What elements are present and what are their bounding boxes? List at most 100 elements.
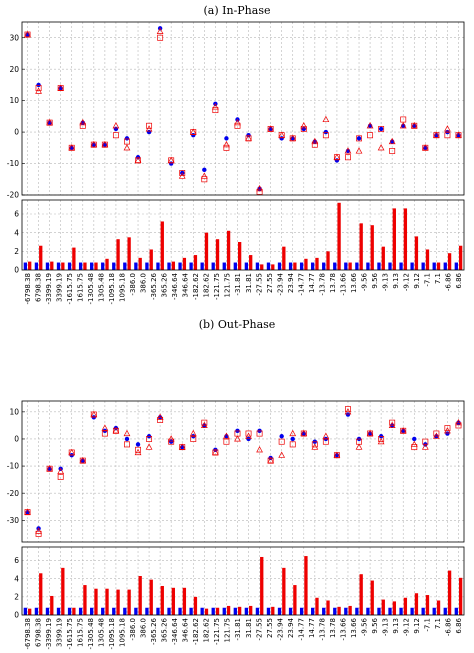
x-tick-label: 121.75 bbox=[224, 618, 232, 643]
bar-red bbox=[215, 607, 220, 615]
bar-red bbox=[193, 255, 198, 270]
scatter-point-triangle bbox=[57, 467, 65, 475]
bar-blue bbox=[377, 262, 381, 270]
x-tick-label: -23.94 bbox=[276, 617, 284, 640]
bar-red bbox=[138, 257, 142, 270]
scatter-point-triangle bbox=[167, 435, 175, 442]
scatter-point-square bbox=[300, 125, 307, 132]
x-tick-label: -13.66 bbox=[339, 617, 347, 640]
bar-red bbox=[348, 262, 352, 270]
bar-blue bbox=[299, 262, 304, 270]
bar-blue bbox=[167, 607, 171, 615]
scatter-point-triangle bbox=[300, 122, 308, 129]
scatter-point-triangle bbox=[189, 429, 197, 437]
bar-red bbox=[304, 258, 308, 270]
bar-blue bbox=[288, 607, 293, 615]
scatter-point-triangle bbox=[333, 153, 341, 160]
x-tick-label: 13.66 bbox=[350, 617, 358, 638]
x-tick-label: 7.1 bbox=[434, 618, 442, 629]
x-tick-label: -9.13 bbox=[382, 273, 390, 291]
scatter-point-triangle bbox=[322, 115, 330, 123]
x-tick-label: 182.62 bbox=[203, 618, 211, 643]
scatter-point-square bbox=[278, 438, 285, 445]
bar-red bbox=[260, 264, 264, 270]
bar-red bbox=[249, 255, 253, 270]
bar-blue bbox=[322, 262, 326, 270]
x-tick-label: -7.1 bbox=[424, 273, 432, 287]
scatter-point-square bbox=[179, 170, 186, 176]
bar-red bbox=[458, 577, 463, 615]
scatter-point-triangle bbox=[267, 456, 275, 464]
bar-blue bbox=[56, 262, 61, 270]
scatter-point-triangle bbox=[211, 448, 219, 456]
x-tick-label: -121.75 bbox=[213, 618, 221, 645]
scatter-point-triangle bbox=[123, 429, 131, 437]
bar-blue bbox=[222, 607, 226, 615]
x-tick-label: -13.78 bbox=[318, 273, 326, 296]
bar-red bbox=[28, 608, 32, 615]
bar-frame bbox=[21, 199, 465, 271]
scatter-point-square bbox=[311, 441, 318, 448]
bar-blue bbox=[134, 262, 138, 270]
bar-blue bbox=[211, 607, 215, 615]
bar-blue bbox=[78, 262, 83, 270]
scatter-point-square bbox=[234, 122, 241, 129]
scatter-point-square bbox=[378, 125, 385, 132]
bar-red bbox=[260, 556, 264, 615]
scatter-point-triangle bbox=[167, 156, 175, 163]
bar-red bbox=[425, 249, 430, 270]
bar-frame bbox=[21, 546, 465, 616]
x-tick-label: -3399.19 bbox=[45, 273, 53, 304]
scatter-point-triangle bbox=[101, 140, 109, 148]
scatter-point-triangle bbox=[410, 122, 418, 129]
scatter-point-circle bbox=[146, 129, 152, 135]
x-tick-label: 31.81 bbox=[245, 273, 253, 293]
scatter-point-triangle bbox=[399, 122, 407, 129]
bar-red bbox=[370, 225, 374, 270]
scatter-point-triangle bbox=[377, 437, 385, 445]
scatter-point-circle bbox=[334, 158, 340, 163]
bar-red bbox=[193, 596, 198, 615]
bar-blue bbox=[388, 262, 392, 270]
x-tick-label: 14.77 bbox=[308, 273, 316, 293]
x-tick-label: -9.12 bbox=[403, 618, 411, 636]
bar-red bbox=[447, 570, 452, 615]
scatter-point-square bbox=[322, 132, 329, 139]
bar-blue bbox=[366, 262, 370, 270]
scatter-point-square bbox=[411, 444, 418, 451]
scatter-point-triangle bbox=[333, 451, 341, 458]
scatter-point-square bbox=[35, 530, 42, 537]
scatter-point-triangle bbox=[245, 432, 252, 439]
scatter-point-square bbox=[146, 436, 153, 442]
bar-red bbox=[293, 585, 297, 615]
x-tick-label: 1615.75 bbox=[76, 618, 84, 647]
scatter-point-square bbox=[356, 135, 362, 142]
scatter-point-triangle bbox=[57, 84, 65, 91]
scatter-point-triangle bbox=[278, 451, 286, 458]
scatter-point-triangle bbox=[112, 122, 120, 129]
x-tick-label: -6798.38 bbox=[24, 273, 32, 304]
bar-blue bbox=[167, 262, 171, 270]
bar-blue bbox=[322, 607, 326, 615]
bar-blue bbox=[112, 262, 116, 270]
bar-red bbox=[116, 589, 120, 615]
bar-red bbox=[72, 247, 76, 270]
bar-blue bbox=[255, 262, 260, 270]
bar-red bbox=[315, 597, 319, 615]
bar-blue bbox=[200, 262, 204, 270]
bar-blue bbox=[454, 262, 458, 270]
scatter-point-square bbox=[157, 417, 164, 423]
x-tick-label: -14.77 bbox=[297, 618, 305, 641]
bar-blue bbox=[23, 607, 28, 615]
x-tick-label: -23.94 bbox=[276, 272, 284, 295]
bar-blue bbox=[421, 262, 425, 270]
x-tick-label: -1305.48 bbox=[87, 273, 95, 304]
bar-red bbox=[337, 202, 341, 270]
bar-blue bbox=[211, 262, 215, 270]
bar-blue bbox=[277, 262, 282, 270]
scatter-point-triangle bbox=[245, 134, 252, 141]
x-tick-label: -1095.18 bbox=[108, 273, 116, 304]
bar-y-tick-label: 2 bbox=[14, 247, 19, 256]
x-tick-label: 7.1 bbox=[434, 273, 442, 284]
scatter-point-square bbox=[322, 438, 329, 445]
